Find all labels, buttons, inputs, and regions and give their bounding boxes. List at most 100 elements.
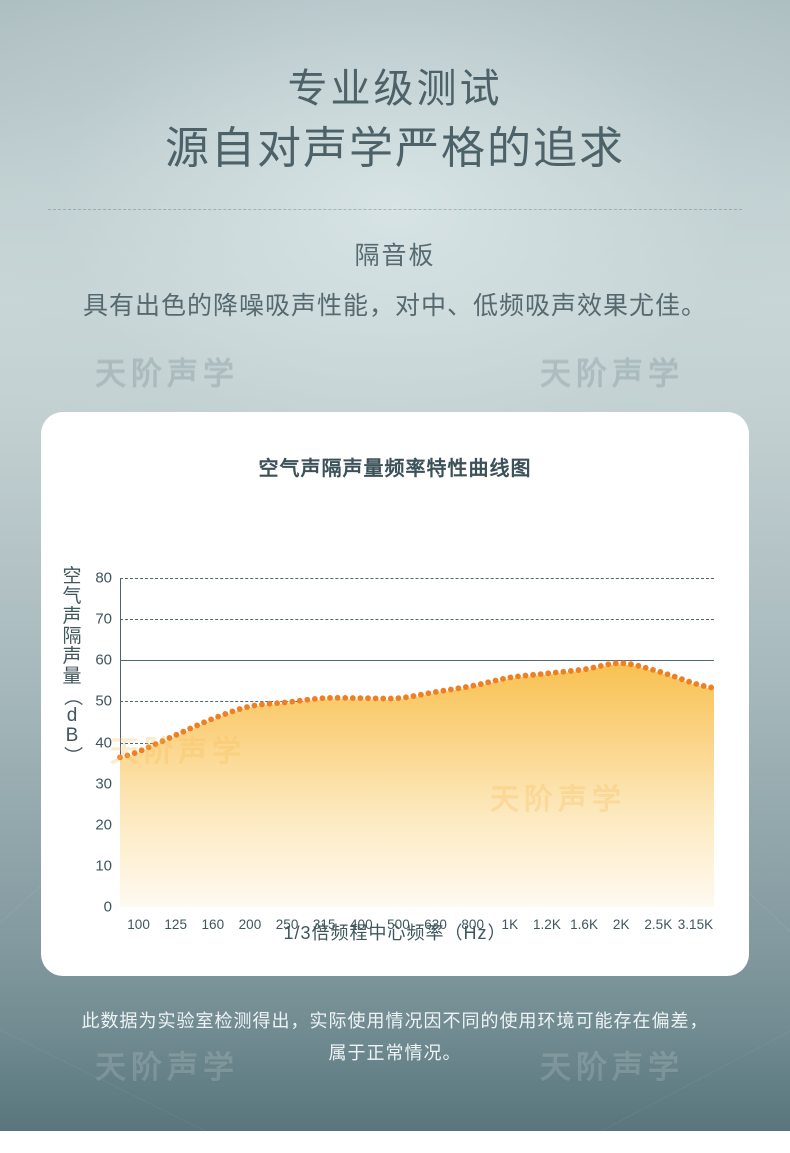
chart-x-axis-label: 1/3倍频程中心频率（Hz） — [283, 923, 507, 943]
chart-data-point — [222, 711, 229, 717]
chart-data-point — [236, 706, 243, 712]
watermark: 天阶声学 — [95, 1050, 239, 1085]
chart-series-area — [120, 664, 714, 907]
chart-data-point — [492, 677, 499, 684]
chart-series-points — [117, 660, 715, 761]
chart-data-point — [620, 660, 627, 667]
chart-x-tick-label: 100 — [127, 917, 150, 932]
product-name: 隔音板 — [354, 241, 436, 270]
chart-data-point — [215, 713, 222, 720]
chart-x-tick-label: 125 — [164, 917, 187, 932]
watermark: 天阶声学 — [540, 1050, 684, 1085]
chart-data-point — [612, 660, 619, 667]
chart-y-tick-label: 40 — [95, 734, 112, 751]
chart-data-point — [515, 673, 521, 680]
chart-data-point — [380, 695, 387, 702]
chart-data-point — [138, 747, 145, 754]
chart-card: 空气声隔声量频率特性曲线图 空气声隔声量 （d B） 0 10 20 30 40 50 60 7… — [41, 412, 749, 976]
chart-y-tick-label: 0 — [103, 898, 112, 916]
header-divider — [48, 208, 742, 210]
chart-data-point — [208, 716, 214, 723]
chart-data-point — [693, 681, 700, 687]
chart-data-point — [432, 689, 439, 695]
chart-data-point — [567, 668, 574, 674]
chart-x-tick-label: 400 — [350, 917, 373, 932]
chart-x-tick-label: 315 — [312, 917, 336, 932]
chart-data-point — [686, 678, 693, 685]
chart-data-point — [575, 667, 582, 673]
chart-data-point — [395, 695, 402, 702]
chart-data-point — [117, 754, 123, 761]
chart-data-point — [477, 681, 484, 687]
chart-y-tick-label: 50 — [95, 692, 112, 710]
chart-y-tick-label: 10 — [95, 857, 112, 875]
chart-data-point — [425, 690, 432, 697]
chart-data-point — [403, 694, 409, 701]
watermark: 天阶声学 — [540, 356, 684, 391]
chart-y-tick-label: 60 — [95, 651, 112, 669]
chart-data-point — [507, 674, 514, 681]
chart-data-point — [671, 673, 678, 680]
chart-x-tick-label: 2.5K — [644, 917, 673, 932]
chart-data-point — [410, 693, 417, 699]
chart-data-point — [500, 675, 506, 682]
chart-data-point — [447, 686, 454, 693]
chart-gridline — [120, 660, 714, 662]
chart-data-point — [289, 698, 296, 705]
chart-data-point — [657, 669, 664, 675]
chart-data-point — [342, 694, 349, 701]
chart-data-point — [159, 738, 166, 744]
chart-x-tick-label: 3.15K — [677, 917, 714, 932]
chart-data-point — [259, 701, 265, 708]
chart-data-point — [201, 719, 207, 726]
footer-note: 此数据为实验室检测得出，实际使用情况因不同的使用环境可能存在偏差， 属于正常情况… — [0, 1005, 790, 1069]
chart-plot-area: 0 10 20 30 40 50 60 70 80 100 125 160 200 250 315 400 5… — [95, 570, 715, 932]
product-description: 具有出色的降噪吸声性能，对中、低频吸声效果尤佳。 — [82, 291, 707, 320]
chart-data-point — [152, 741, 159, 748]
chart: 空气声隔声量 （d B） 0 10 20 30 40 50 60 70 80 100 125 160 2… — [41, 481, 749, 951]
chart-y-tick-label: 30 — [95, 775, 112, 793]
chart-data-point — [605, 661, 612, 668]
chart-data-point — [349, 695, 356, 701]
footer-note-line1: 此数据为实验室检测得出，实际使用情况因不同的使用环境可能存在偏差， — [81, 1011, 709, 1031]
chart-data-point — [266, 700, 273, 707]
chart-data-point — [455, 685, 462, 692]
chart-data-point — [229, 708, 236, 715]
chart-y-axis-label: 空气声隔声量 （d B） — [61, 566, 83, 765]
chart-data-point — [537, 671, 544, 677]
footer-note-line2: 属于正常情况。 — [328, 1043, 462, 1064]
chart-data-point — [650, 666, 656, 673]
watermark: 天阶声学 — [110, 736, 247, 768]
chart-data-point — [552, 669, 559, 676]
chart-x-tick-label: 2K — [612, 917, 630, 932]
chart-data-point — [664, 671, 671, 678]
chart-data-point — [311, 695, 318, 702]
chart-data-point — [462, 684, 469, 690]
chart-data-point — [418, 691, 424, 698]
chart-data-point — [131, 750, 138, 756]
chart-x-tick-label: 630 — [424, 917, 447, 932]
chart-x-tick-label: 1.6K — [570, 917, 598, 932]
chart-data-point — [319, 695, 326, 702]
chart-data-point — [708, 684, 715, 691]
chart-data-point — [545, 670, 552, 677]
chart-x-tick-label: 1K — [501, 917, 519, 932]
chart-data-point — [173, 731, 180, 738]
watermark: 天阶声学 — [95, 356, 239, 391]
chart-data-point — [304, 696, 311, 703]
chart-data-point — [583, 666, 589, 672]
chart-data-point — [560, 668, 567, 675]
chart-gridline — [120, 619, 714, 621]
chart-data-point — [590, 664, 597, 671]
chart-data-point — [628, 661, 634, 668]
chart-title: 空气声隔声量频率特性曲线图 — [258, 458, 532, 480]
chart-data-point — [597, 662, 604, 669]
chart-data-point — [180, 728, 187, 735]
chart-data-point — [327, 694, 333, 701]
chart-y-tick-label: 80 — [95, 569, 112, 587]
page-title: 专业级测试 — [287, 67, 503, 111]
chart-data-point — [274, 700, 280, 707]
chart-x-tick-label: 800 — [461, 917, 484, 932]
chart-y-tick-label: 20 — [95, 816, 112, 834]
chart-data-point — [166, 735, 173, 741]
